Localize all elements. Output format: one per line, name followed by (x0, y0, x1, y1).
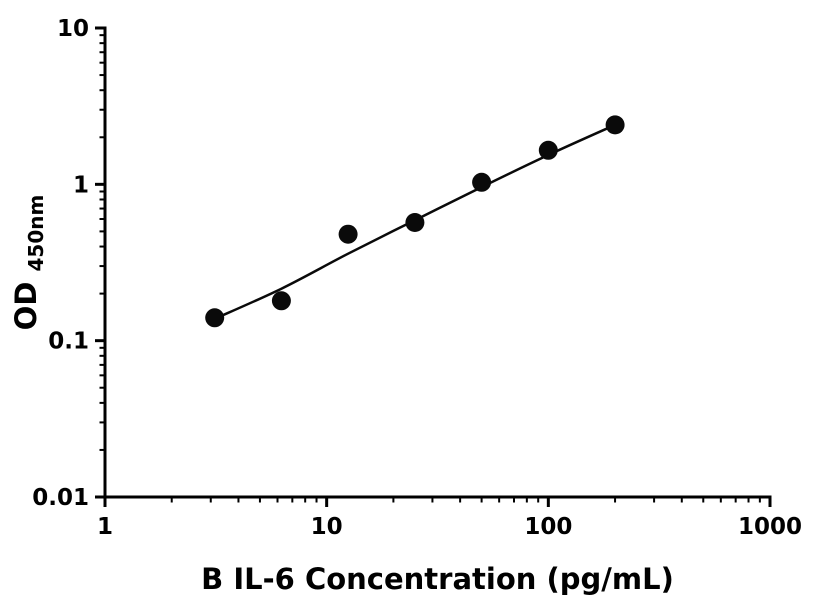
x-tick-label: 100 (524, 514, 572, 540)
data-point-marker (338, 224, 358, 244)
y-axis-title-main: OD (9, 282, 43, 331)
x-axis-title: B IL-6 Concentration (pg/mL) (201, 562, 674, 596)
x-tick-label: 1 (97, 514, 113, 540)
y-tick-label: 0.01 (32, 485, 89, 511)
x-tick-label: 1000 (738, 514, 802, 540)
data-point-marker (405, 213, 425, 232)
y-tick-label: 1 (73, 172, 89, 198)
x-tick-label: 10 (311, 514, 343, 540)
data-point-marker (205, 308, 225, 328)
y-axis-title-subscript: 450nm (24, 195, 48, 272)
y-tick-label: 10 (57, 16, 89, 42)
data-points (205, 115, 625, 328)
data-point-marker (472, 172, 492, 192)
tick-labels: 1 10 100 1000 10 1 0.1 0.01 (32, 16, 802, 540)
data-point-marker (538, 140, 558, 160)
y-tick-label: 0.1 (48, 329, 89, 355)
data-point-marker (271, 291, 291, 311)
y-axis-title: OD 450nm (9, 195, 48, 331)
axis-lines (103, 26, 772, 499)
tick-marks (95, 26, 772, 507)
axes (103, 26, 772, 499)
data-point-marker (605, 115, 625, 135)
